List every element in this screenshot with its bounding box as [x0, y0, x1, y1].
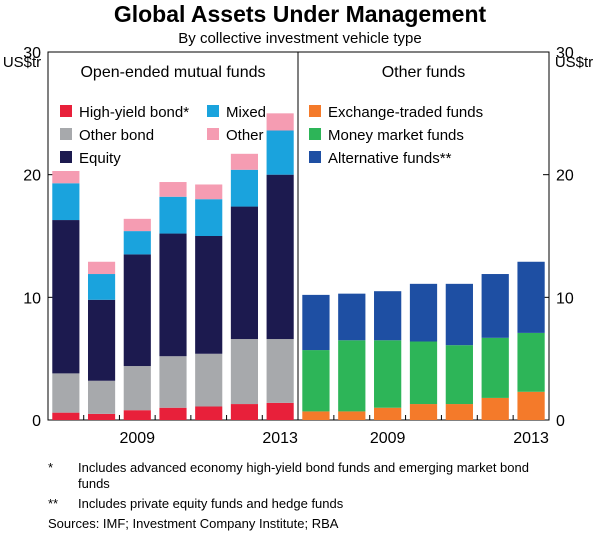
bar-high-yield-bond-2012 [230, 404, 258, 420]
legend-label-5: Other [226, 127, 264, 144]
bar-exchange-traded-funds-2007 [302, 411, 330, 420]
bar-other-2007 [52, 170, 80, 184]
bar-alternative-funds-2007 [302, 294, 330, 351]
bar-other-bond-2007 [52, 373, 80, 413]
legend-swatch-4 [207, 105, 219, 117]
legend-label-4: Mixed [226, 104, 266, 121]
bar-money-market-funds-2010 [409, 341, 438, 405]
bar-mixed-2009 [123, 231, 151, 255]
bar-alternative-funds-2010 [409, 283, 438, 342]
stacked-bar-chart: US$tr US$tr 0 0 10 10 20 20 30 30 Open-ended mutua… [3, 45, 593, 447]
bar-other-2010 [159, 182, 187, 197]
bar-other-bond-2011 [195, 353, 223, 407]
bar-equity-2013 [266, 174, 294, 340]
footnotes: * Includes advanced economy high-yield b… [48, 460, 558, 532]
footnote-1-mark: * [48, 460, 54, 475]
bar-high-yield-bond-2007 [52, 412, 80, 420]
bar-mixed-2010 [159, 196, 187, 234]
bar-money-market-funds-2007 [302, 350, 330, 412]
panel-title-2: Other funds [382, 64, 466, 81]
bar-other-bond-2009 [123, 366, 151, 411]
footnote-1-text: Includes advanced economy high-yield bon… [78, 460, 529, 491]
y-tick-label-right: 0 [556, 413, 565, 430]
bar-other-bond-2008 [88, 380, 116, 414]
legend-label-other-1: Exchange-traded funds [328, 104, 483, 121]
legend-swatch-other-3 [309, 151, 321, 163]
footnote-2: ** Includes private equity funds and hed… [48, 496, 558, 512]
legend-label-3: Equity [79, 150, 121, 167]
bar-equity-2011 [195, 236, 223, 354]
bar-money-market-funds-2009 [374, 340, 402, 408]
bar-mixed-2007 [52, 183, 80, 221]
bar-alternative-funds-2011 [445, 283, 473, 346]
bar-exchange-traded-funds-2013 [517, 391, 545, 420]
bar-exchange-traded-funds-2009 [374, 407, 402, 420]
bar-mixed-2013 [266, 130, 294, 175]
legend-label-other-2: Money market funds [328, 127, 464, 144]
x-tick-label-2013: 2013 [262, 430, 298, 447]
chart-title: Global Assets Under Management [113, 1, 487, 27]
bar-other-bond-2012 [230, 339, 258, 405]
bar-alternative-funds-2013 [517, 261, 545, 333]
y-tick-label-left: 10 [23, 290, 41, 307]
legend-swatch-other-2 [309, 128, 321, 140]
footnote-2-mark: ** [48, 496, 59, 511]
legend-swatch-2 [60, 128, 72, 140]
y-axis-unit-right: US$tr [555, 54, 593, 71]
bar-high-yield-bond-2011 [195, 406, 223, 420]
bar-equity-2009 [123, 254, 151, 367]
bar-alternative-funds-2009 [374, 291, 402, 341]
y-tick-label-left: 20 [23, 168, 41, 185]
bar-equity-2012 [230, 206, 258, 340]
y-tick-label-right: 10 [556, 290, 574, 307]
legend-swatch-3 [60, 151, 72, 163]
bar-alternative-funds-2012 [481, 274, 509, 338]
bar-equity-2010 [159, 233, 187, 357]
legend-label-2: Other bond [79, 127, 154, 144]
bar-exchange-traded-funds-2012 [481, 397, 509, 420]
bar-other-2013 [266, 113, 294, 131]
x-tick-label-2009: 2009 [119, 430, 155, 447]
legend-swatch-1 [60, 105, 72, 117]
bar-mixed-2008 [88, 274, 116, 300]
bar-other-2011 [195, 184, 223, 200]
sources-line: Sources: IMF; Investment Company Institu… [48, 516, 339, 531]
bar-high-yield-bond-2008 [88, 413, 116, 420]
y-tick-label-left: 30 [23, 45, 41, 62]
bar-high-yield-bond-2013 [266, 402, 294, 420]
bar-exchange-traded-funds-2010 [409, 404, 438, 420]
chart-subtitle: By collective investment vehicle type [178, 30, 422, 47]
y-tick-label-right: 30 [556, 45, 574, 62]
legend-swatch-other-1 [309, 105, 321, 117]
legend-swatch-5 [207, 128, 219, 140]
bar-other-bond-2013 [266, 339, 294, 403]
y-tick-label-right: 20 [556, 168, 574, 185]
bar-exchange-traded-funds-2008 [338, 411, 366, 420]
bar-other-2012 [230, 153, 258, 170]
bar-equity-2007 [52, 220, 80, 374]
y-axis-unit-left: US$tr [3, 54, 41, 71]
bar-money-market-funds-2013 [517, 332, 545, 392]
y-tick-label-left: 0 [32, 413, 41, 430]
bar-other-2008 [88, 261, 116, 275]
footnote-2-text: Includes private equity funds and hedge … [78, 496, 344, 511]
bar-equity-2008 [88, 299, 116, 381]
panel-title-1: Open-ended mutual funds [80, 64, 265, 81]
bar-alternative-funds-2008 [338, 293, 366, 341]
bar-money-market-funds-2012 [481, 337, 509, 398]
bar-mixed-2011 [195, 199, 223, 236]
bar-other-2009 [123, 218, 151, 232]
x-tick-label-2013: 2013 [513, 430, 549, 447]
legend-label-other-3: Alternative funds** [328, 150, 452, 167]
bar-mixed-2012 [230, 169, 258, 207]
bar-money-market-funds-2011 [445, 345, 473, 405]
x-tick-label-2009: 2009 [370, 430, 406, 447]
bar-high-yield-bond-2010 [159, 407, 187, 420]
bar-high-yield-bond-2009 [123, 410, 151, 420]
bar-money-market-funds-2008 [338, 340, 366, 412]
bar-exchange-traded-funds-2011 [445, 404, 473, 420]
bar-other-bond-2010 [159, 356, 187, 408]
footnote-1: * Includes advanced economy high-yield b… [48, 460, 558, 492]
legend-label-1: High-yield bond* [79, 104, 189, 121]
